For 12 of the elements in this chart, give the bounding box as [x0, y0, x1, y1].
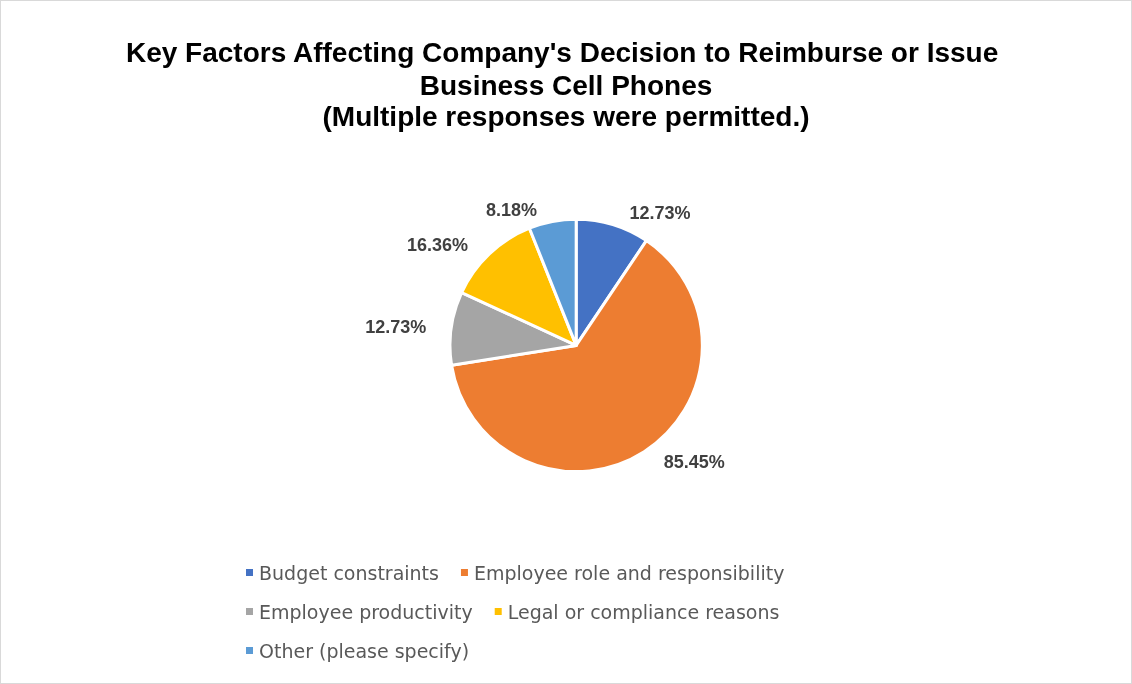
data-label: 85.45%: [663, 451, 725, 472]
legend-label: Other (please specify): [259, 639, 470, 662]
data-label: 12.73%: [629, 203, 691, 224]
chart-subtitle: (Multiple responses were permitted.): [322, 100, 810, 132]
data-label: 8.18%: [486, 199, 538, 220]
data-label: 12.73%: [365, 316, 427, 337]
legend-label: Employee role and responsibility: [473, 561, 785, 584]
data-label: 16.36%: [407, 235, 469, 256]
legend-label: Employee productivity: [259, 600, 473, 623]
legend-label: Legal or compliance reasons: [507, 600, 780, 623]
legend-label: Budget constraints: [259, 561, 439, 584]
chart-title: Key Factors Affecting Company's Decision to Reimburse or Issue Business Cell Phones: [125, 37, 1007, 101]
